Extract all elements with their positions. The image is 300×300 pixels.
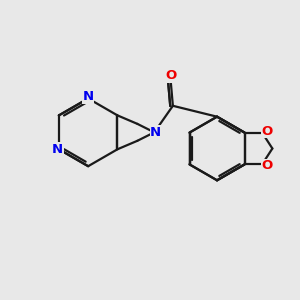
Text: O: O xyxy=(262,124,273,138)
Text: N: N xyxy=(82,91,94,103)
Text: N: N xyxy=(150,126,161,139)
Text: O: O xyxy=(262,159,273,172)
Text: N: N xyxy=(52,143,63,156)
Text: O: O xyxy=(165,69,176,82)
